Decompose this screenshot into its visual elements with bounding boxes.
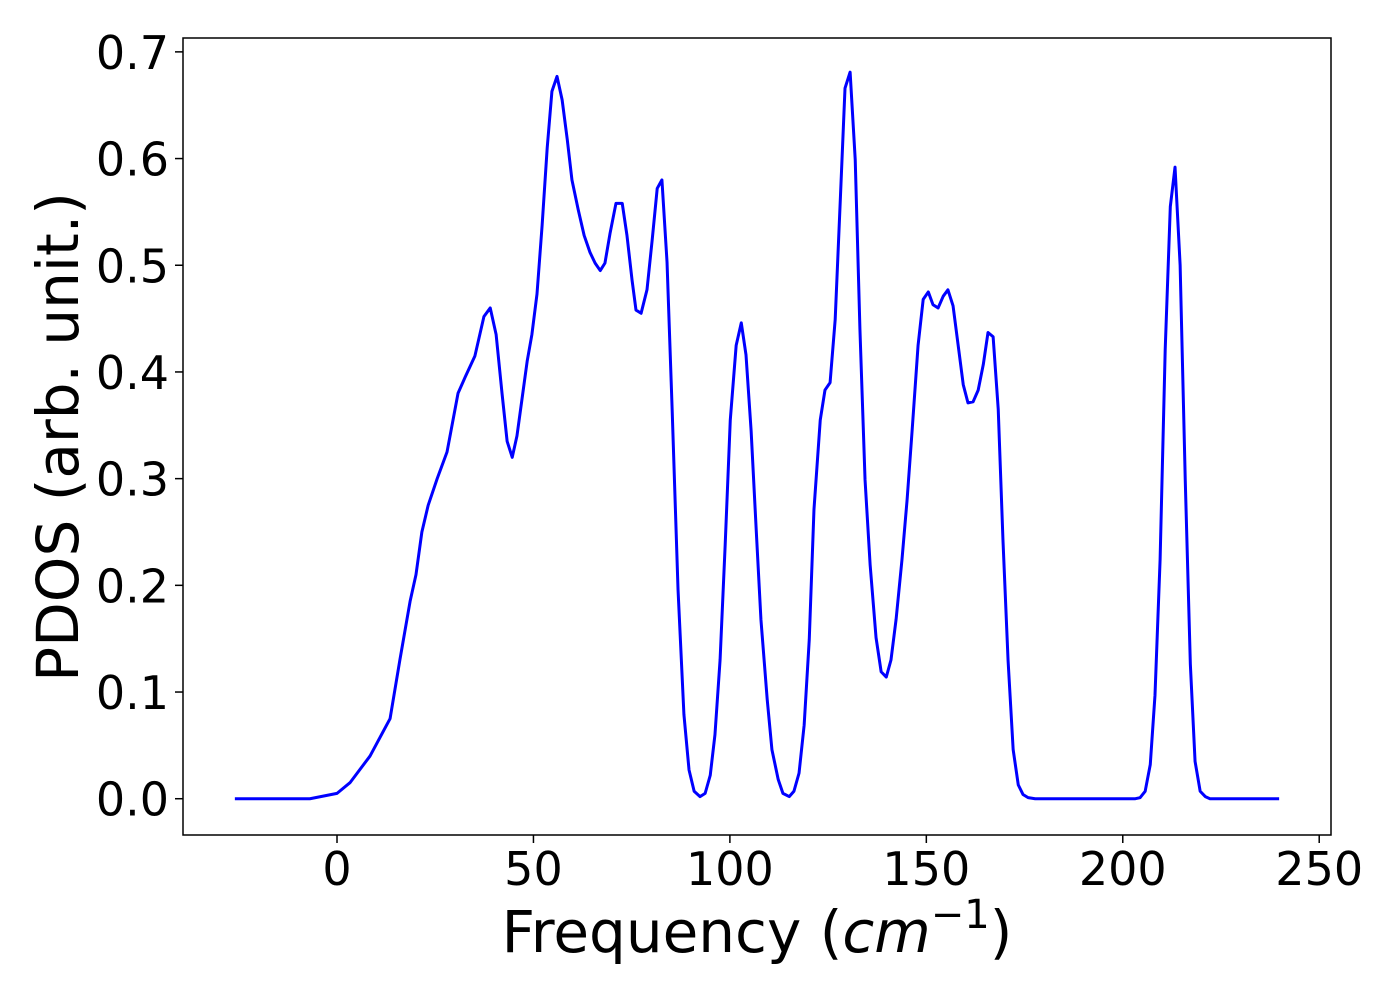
data-line [234,70,1280,801]
x-label-part: ) [990,898,1013,966]
x-tick-label: 250 [1275,842,1363,896]
x-label-part: Frequency ( [502,898,843,966]
x-axis-label: Frequency (cm−1) [502,892,1013,966]
x-label-part: cm [842,898,930,966]
x-tick-label: 50 [504,842,563,896]
y-axis-label: PDOS (arb. unit.) [24,192,92,682]
y-tick-label: 0.3 [96,453,169,507]
x-tick-label: 100 [686,842,774,896]
y-tick-label: 0.6 [96,133,169,187]
y-tick-label: 0.5 [96,239,169,293]
x-tick-label: 0 [322,842,351,896]
x-tick-label: 150 [882,842,970,896]
y-tick-label: 0.2 [96,559,169,613]
x-tick-label: 200 [1079,842,1167,896]
y-tick-label: 0.0 [96,773,169,827]
y-tick-label: 0.7 [96,26,169,80]
y-tick-label: 0.4 [96,346,169,400]
plot-frame [182,37,1332,836]
y-tick-label: 0.1 [96,666,169,720]
x-label-part: −1 [931,892,990,938]
